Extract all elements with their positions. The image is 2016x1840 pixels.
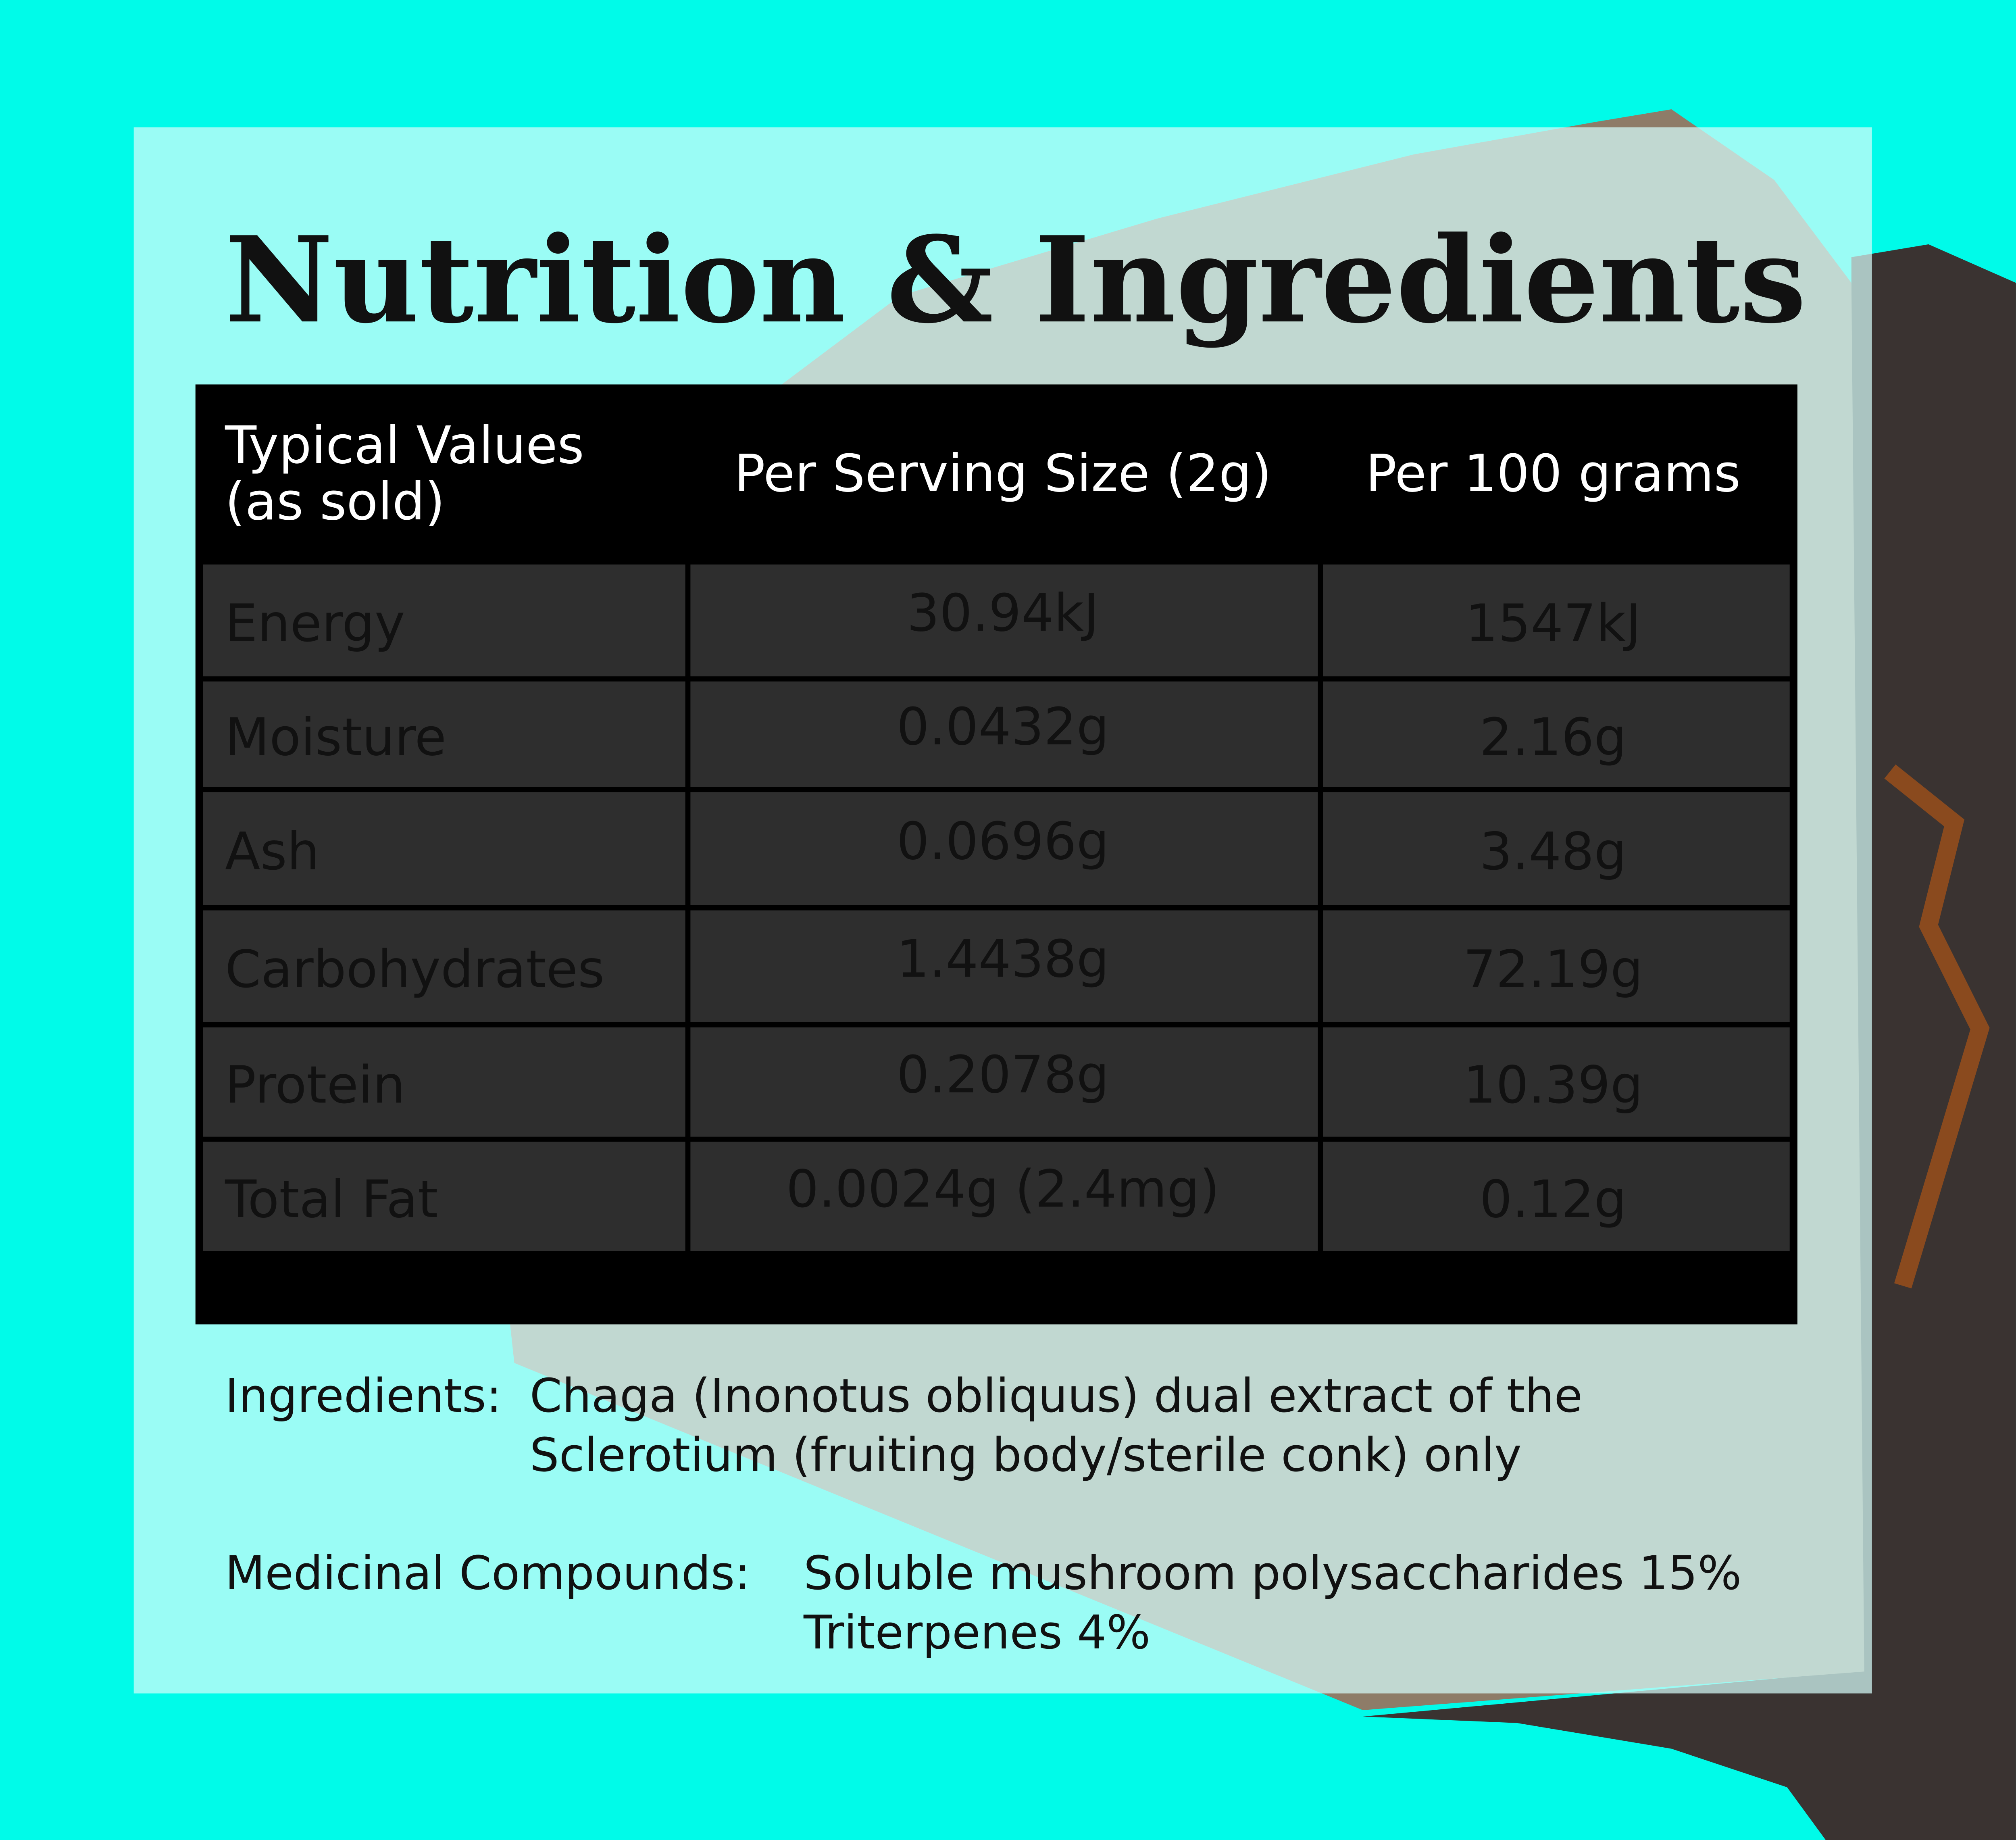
row-label: Energy	[225, 594, 405, 654]
table-cell	[690, 910, 1318, 1022]
cell-value: 10.39g	[1463, 1055, 1643, 1115]
table-frame	[195, 384, 1797, 1325]
table-cell	[1323, 792, 1790, 905]
table-cell	[1323, 1027, 1790, 1137]
cell-value: 3.48g	[1480, 822, 1627, 882]
bark-texture	[1884, 764, 1990, 1289]
cell-value: 1.4438g	[897, 929, 1109, 989]
column-header: Per 100 grams	[1366, 444, 1741, 504]
cell-value: 0.2078g	[897, 1045, 1109, 1105]
cell-value: 2.16g	[1480, 708, 1627, 767]
table-cell	[1323, 564, 1790, 677]
table-cell	[1323, 681, 1790, 787]
row-label: Moisture	[225, 708, 446, 767]
cell-value: 0.12g	[1480, 1170, 1627, 1229]
cell-value: 72.19g	[1463, 940, 1643, 999]
compounds-label: Medicinal Compounds:	[225, 1546, 750, 1600]
column-header: (as sold)	[225, 472, 445, 532]
table-cell	[1323, 910, 1790, 1022]
compounds-line: Soluble mushroom polysaccharides 15%	[804, 1546, 1741, 1600]
table-cell	[203, 910, 685, 1022]
column-header: Per Serving Size (2g)	[734, 444, 1272, 504]
compounds-line: Triterpenes 4%	[803, 1606, 1150, 1660]
table-cell	[690, 681, 1318, 787]
table-cell	[690, 792, 1318, 905]
ingredients-label: Ingredients:	[225, 1369, 502, 1423]
column-header: Typical Values	[225, 416, 584, 475]
table-cell	[203, 564, 685, 677]
cell-value: 0.0696g	[897, 812, 1109, 871]
row-label: Carbohydrates	[225, 940, 604, 999]
table: Typical Values(as sold) Per Serving Size …	[203, 416, 1790, 1251]
table-cell	[203, 1027, 685, 1137]
cell-value: 0.0432g	[897, 697, 1109, 757]
cell-value: 1547kJ	[1465, 594, 1641, 654]
table-cell	[690, 1027, 1318, 1137]
cell-value: 30.94kJ	[907, 583, 1099, 643]
row-label: Protein	[225, 1055, 405, 1115]
ingredients-line: Chaga (Inonotus obliquus) dual extract o…	[530, 1369, 1583, 1423]
row-label: Ash	[225, 822, 320, 882]
cell-value: 0.0024g (2.4mg)	[786, 1160, 1220, 1219]
ingredients-line: Sclerotium (fruiting body/sterile conk) …	[530, 1428, 1522, 1482]
table-cell	[1323, 1142, 1790, 1251]
table-cell	[203, 681, 685, 787]
table-cell	[690, 564, 1318, 677]
row-label: Total Fat	[225, 1170, 438, 1229]
title: Nutrition & Ingredients	[225, 211, 1806, 350]
table-cell	[203, 792, 685, 905]
table-cell	[203, 1142, 685, 1251]
table-cell	[690, 1142, 1318, 1251]
